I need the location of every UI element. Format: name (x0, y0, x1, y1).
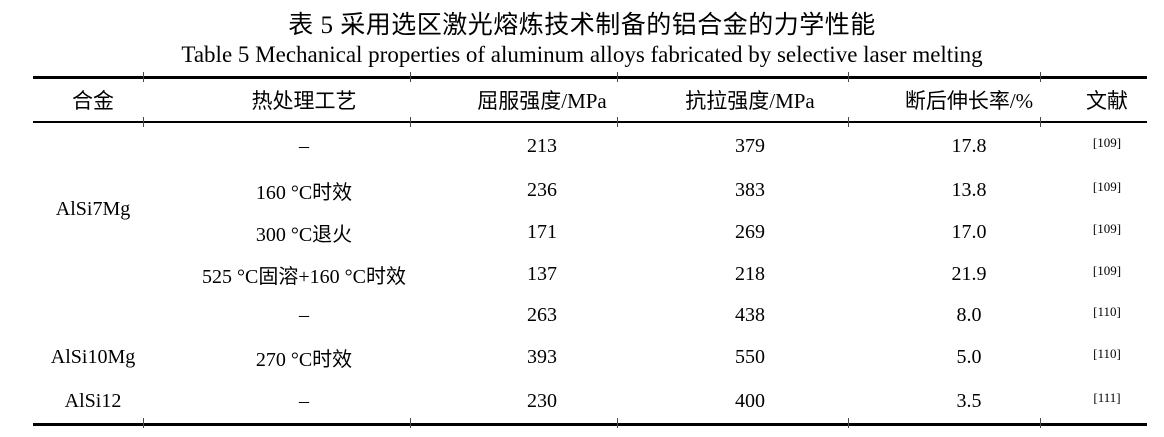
tensile-strength-cell: 400 (735, 389, 765, 412)
header-reference: 文献 (1067, 77, 1147, 123)
tensile-strength-cell: 269 (735, 220, 765, 243)
header-alloy: 合金 (33, 77, 153, 123)
reference-cell: [109] (1067, 253, 1147, 295)
yield-strength-cell: 213 (527, 134, 557, 157)
header-elongation: 断后伸长率/% (871, 77, 1067, 123)
elongation-cell: 17.8 (951, 134, 987, 157)
reference-citation: [109] (1092, 262, 1122, 278)
treatment-cell: – (299, 134, 309, 157)
tensile-strength-cell: 550 (735, 345, 765, 368)
reference-cell: [109] (1067, 122, 1147, 169)
table-row: 160 °C时效 236 383 13.8 [109] (33, 169, 1147, 211)
treatment-cell: 525 °C固溶+160 °C时效 (202, 265, 406, 288)
yield-strength-cell: 171 (527, 220, 557, 243)
yield-strength-cell: 236 (527, 178, 557, 201)
rule-tick (1040, 117, 1041, 127)
elongation-cell: 13.8 (951, 178, 987, 201)
rule-tick (848, 72, 849, 82)
table-row: AlSi7Mg – 213 379 17.8 [109] (33, 122, 1147, 220)
elongation-cell: 21.9 (951, 262, 987, 285)
alloy-cell: AlSi7Mg (55, 197, 131, 220)
rule-tick (410, 418, 411, 428)
tensile-strength-cell: 383 (735, 178, 765, 201)
tensile-strength-cell: 379 (735, 134, 765, 157)
table-row: 525 °C固溶+160 °C时效 137 218 21.9 [109] (33, 253, 1147, 295)
header-yield-strength: 屈服强度/MPa (455, 77, 629, 123)
reference-cell: [111] (1067, 379, 1147, 425)
rule-tick (143, 72, 144, 82)
yield-strength-cell: 263 (527, 303, 557, 326)
alloy-cell: AlSi12 (64, 389, 122, 412)
table-title-english: Table 5 Mechanical properties of aluminu… (181, 42, 983, 67)
elongation-cell: 5.0 (956, 345, 982, 368)
rule-tick (1040, 418, 1041, 428)
table-title-chinese: 表 5 采用选区激光熔炼技术制备的铝合金的力学性能 (288, 12, 876, 39)
treatment-cell: 160 °C时效 (255, 181, 353, 204)
alloy-cell: AlSi10Mg (50, 345, 136, 368)
reference-citation: [111] (1093, 389, 1121, 405)
tensile-strength-cell: 218 (735, 262, 765, 285)
rule-tick (617, 418, 618, 428)
header-treatment: 热处理工艺 (153, 77, 455, 123)
rule-tick (617, 72, 618, 82)
treatment-cell: – (299, 303, 309, 326)
yield-strength-cell: 137 (527, 262, 557, 285)
alloy-cell (33, 295, 153, 335)
reference-citation: [110] (1093, 303, 1121, 319)
elongation-cell: 17.0 (951, 220, 987, 243)
reference-cell: [110] (1067, 335, 1147, 379)
yield-strength-cell: 393 (527, 345, 557, 368)
header-row: 合金 热处理工艺 屈服强度/MPa 抗拉强度/MPa 断后伸长率/% 文献 (33, 77, 1147, 123)
mechanical-properties-table: 合金 热处理工艺 屈服强度/MPa 抗拉强度/MPa 断后伸长率/% 文献 Al… (33, 76, 1147, 426)
rule-tick (410, 72, 411, 82)
reference-citation: [109] (1092, 220, 1122, 236)
header-tensile-strength: 抗拉强度/MPa (629, 77, 871, 123)
rule-tick (617, 117, 618, 127)
elongation-cell: 8.0 (956, 303, 982, 326)
reference-cell: [109] (1067, 211, 1147, 253)
rule-tick (848, 418, 849, 428)
tensile-strength-cell: 438 (735, 303, 765, 326)
rule-tick (1040, 72, 1041, 82)
table-row: AlSi12 – 230 400 3.5 [111] (33, 379, 1147, 425)
elongation-cell: 3.5 (956, 389, 982, 412)
reference-citation: [109] (1092, 134, 1122, 150)
table-row: AlSi10Mg 270 °C时效 393 550 5.0 [110] (33, 335, 1147, 379)
treatment-cell: 300 °C退火 (255, 223, 353, 246)
rule-tick (410, 117, 411, 127)
reference-citation: [109] (1092, 178, 1122, 194)
table-row: 300 °C退火 171 269 17.0 [109] (33, 211, 1147, 253)
rule-tick (143, 117, 144, 127)
reference-citation: [110] (1093, 345, 1121, 361)
rule-tick (848, 117, 849, 127)
table-row: – 263 438 8.0 [110] (33, 295, 1147, 335)
reference-cell: [109] (1067, 169, 1147, 211)
yield-strength-cell: 230 (527, 389, 557, 412)
rule-tick (143, 418, 144, 428)
reference-cell: [110] (1067, 295, 1147, 335)
treatment-cell: 270 °C时效 (255, 348, 353, 371)
treatment-cell: – (299, 389, 309, 412)
